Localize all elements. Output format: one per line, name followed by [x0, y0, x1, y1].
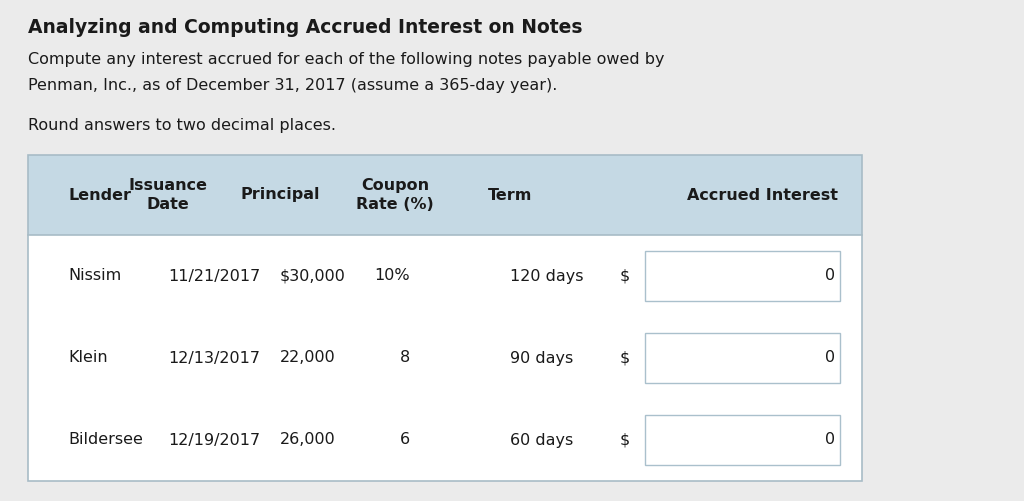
Bar [645, 415, 840, 465]
Text: Klein: Klein [68, 351, 108, 366]
Text: Compute any interest accrued for each of the following notes payable owed by: Compute any interest accrued for each of… [28, 52, 665, 67]
Text: Lender: Lender [68, 187, 131, 202]
Bar [645, 250, 840, 302]
Text: 11/21/2017: 11/21/2017 [168, 269, 260, 284]
Text: $: $ [620, 432, 630, 447]
Text: Bildersee: Bildersee [68, 432, 143, 447]
Text: Penman, Inc., as of December 31, 2017 (assume a 365-day year).: Penman, Inc., as of December 31, 2017 (a… [28, 78, 557, 93]
Bar [28, 399, 862, 481]
Text: 120 days: 120 days [510, 269, 584, 284]
Bar [645, 333, 840, 383]
Text: 0: 0 [825, 432, 835, 447]
Bar [28, 235, 862, 317]
Bar [28, 317, 862, 399]
Text: 90 days: 90 days [510, 351, 573, 366]
Text: 26,000: 26,000 [280, 432, 336, 447]
Text: 8: 8 [399, 351, 410, 366]
Text: Round answers to two decimal places.: Round answers to two decimal places. [28, 118, 336, 133]
Bar [28, 155, 862, 235]
Text: 0: 0 [825, 269, 835, 284]
Text: Principal: Principal [241, 187, 319, 202]
Text: 6: 6 [400, 432, 410, 447]
Text: 12/19/2017: 12/19/2017 [168, 432, 260, 447]
Text: $: $ [620, 351, 630, 366]
Text: 60 days: 60 days [510, 432, 573, 447]
Text: 10%: 10% [375, 269, 410, 284]
Text: $: $ [620, 269, 630, 284]
Text: Nissim: Nissim [68, 269, 121, 284]
Bar [28, 155, 862, 481]
Text: $30,000: $30,000 [280, 269, 346, 284]
Text: Coupon
Rate (%): Coupon Rate (%) [356, 178, 434, 212]
Text: Term: Term [487, 187, 532, 202]
Text: Issuance
Date: Issuance Date [128, 178, 208, 212]
Text: 0: 0 [825, 351, 835, 366]
Text: 12/13/2017: 12/13/2017 [168, 351, 260, 366]
Text: Accrued Interest: Accrued Interest [687, 187, 838, 202]
Text: Analyzing and Computing Accrued Interest on Notes: Analyzing and Computing Accrued Interest… [28, 18, 583, 37]
Text: 22,000: 22,000 [280, 351, 336, 366]
